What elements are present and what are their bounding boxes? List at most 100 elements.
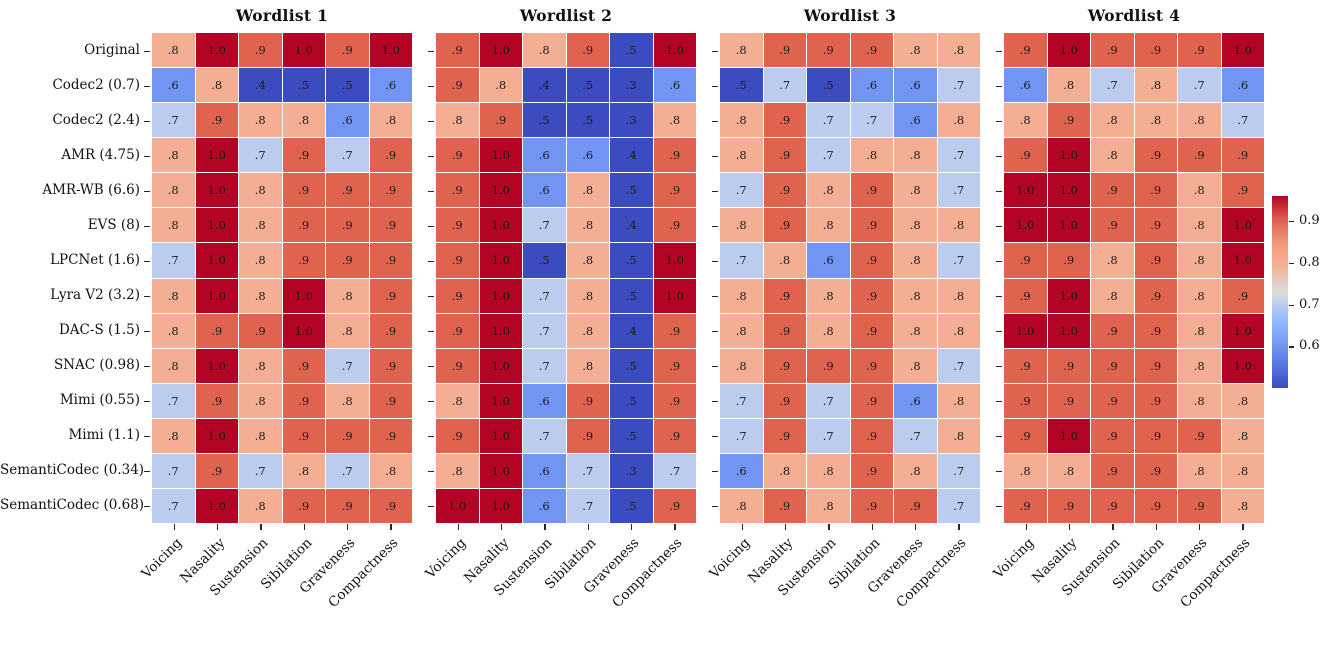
heatmap-cell: .9 bbox=[1091, 383, 1134, 418]
y-tick bbox=[996, 50, 1002, 52]
heatmap-cell: 1.0 bbox=[479, 488, 522, 523]
heatmap-cell: .9 bbox=[1047, 383, 1090, 418]
heatmap-cell: .9 bbox=[369, 208, 412, 243]
x-tick bbox=[1199, 524, 1201, 530]
row-label: SemantiCodec (0.34) bbox=[0, 462, 145, 478]
heatmap-cell: .8 bbox=[894, 453, 937, 488]
y-tick bbox=[428, 330, 434, 332]
heatmap-cell: .9 bbox=[763, 138, 806, 173]
heatmap-cell: .9 bbox=[763, 173, 806, 208]
y-tick bbox=[428, 120, 434, 122]
row-label: AMR (4.75) bbox=[61, 147, 140, 163]
heatmap-cell: .3 bbox=[610, 103, 653, 138]
heatmap-cell: .8 bbox=[850, 138, 893, 173]
heatmap-cell: .8 bbox=[1091, 138, 1134, 173]
heatmap-cell: .9 bbox=[1134, 243, 1177, 278]
heatmap-cell: .7 bbox=[937, 488, 980, 523]
y-tick bbox=[144, 85, 150, 87]
colorbar-tick bbox=[1289, 304, 1294, 306]
colorbar-tick-label: 0.7 bbox=[1299, 296, 1320, 312]
heatmap-cell: .7 bbox=[894, 418, 937, 453]
heatmap-cell: .7 bbox=[807, 103, 850, 138]
heatmap-cell: .9 bbox=[195, 103, 238, 138]
heatmap-cell: .9 bbox=[763, 488, 806, 523]
heatmap-cell: .8 bbox=[1178, 278, 1221, 313]
heatmap-cell: .5 bbox=[610, 33, 653, 68]
heatmap-cell: .8 bbox=[1178, 348, 1221, 383]
heatmap-cell: .9 bbox=[1134, 138, 1177, 173]
heatmap-cell: .7 bbox=[523, 348, 566, 383]
heatmap-cell: .6 bbox=[152, 68, 195, 103]
heatmap-cell: 1.0 bbox=[479, 243, 522, 278]
heatmap-cell: .8 bbox=[1047, 68, 1090, 103]
heatmap-cell: .7 bbox=[152, 243, 195, 278]
heatmap-cell: .9 bbox=[566, 383, 609, 418]
heatmap-cell: .9 bbox=[282, 418, 325, 453]
heatmap-cell: .9 bbox=[850, 173, 893, 208]
heatmap-cell: .6 bbox=[523, 383, 566, 418]
heatmap-cell: .9 bbox=[326, 243, 369, 278]
heatmap-cell: .8 bbox=[937, 208, 980, 243]
heatmap-cell: .8 bbox=[807, 278, 850, 313]
heatmap-cell: .9 bbox=[1134, 278, 1177, 313]
heatmap-cell: .8 bbox=[763, 243, 806, 278]
heatmap-cell: .9 bbox=[326, 488, 369, 523]
y-tick bbox=[996, 435, 1002, 437]
heatmap-cell: 1.0 bbox=[1047, 173, 1090, 208]
heatmap-cell: .5 bbox=[807, 68, 850, 103]
heatmap-cell: .8 bbox=[1178, 173, 1221, 208]
heatmap-cell: .8 bbox=[720, 208, 763, 243]
heatmap-cell: .9 bbox=[1004, 243, 1047, 278]
heatmap-cell: .7 bbox=[937, 348, 980, 383]
heatmap-cell: .9 bbox=[1091, 313, 1134, 348]
heatmap-cell: .8 bbox=[566, 313, 609, 348]
colorbar-tick bbox=[1289, 346, 1294, 348]
panel-title-wordlist-3: Wordlist 3 bbox=[803, 6, 897, 25]
heatmap-cell: .8 bbox=[152, 418, 195, 453]
heatmap-cell: .8 bbox=[894, 348, 937, 383]
heatmap-cell: .8 bbox=[326, 278, 369, 313]
heatmap-cell: 1.0 bbox=[1004, 173, 1047, 208]
y-tick bbox=[428, 50, 434, 52]
heatmap-cell: 1.0 bbox=[479, 453, 522, 488]
y-tick bbox=[144, 120, 150, 122]
heatmap-cell: .5 bbox=[282, 68, 325, 103]
heatmap-cell: 1.0 bbox=[1047, 278, 1090, 313]
heatmap-cell: .8 bbox=[152, 173, 195, 208]
heatmap-cell: .8 bbox=[1004, 103, 1047, 138]
y-tick bbox=[428, 505, 434, 507]
heatmap-cell: .8 bbox=[436, 103, 479, 138]
heatmap-cell: .8 bbox=[763, 453, 806, 488]
heatmap-cell: .8 bbox=[369, 103, 412, 138]
heatmap-cell: .9 bbox=[653, 138, 696, 173]
heatmap-cell: .9 bbox=[1221, 173, 1264, 208]
heatmap-cell: .8 bbox=[566, 278, 609, 313]
heatmap-cell: .9 bbox=[807, 348, 850, 383]
heatmap-cell: .6 bbox=[523, 138, 566, 173]
heatmap-cell: .9 bbox=[763, 33, 806, 68]
heatmap-cell: .9 bbox=[1134, 173, 1177, 208]
y-tick bbox=[996, 225, 1002, 227]
y-tick bbox=[712, 365, 718, 367]
heatmap-cell: .9 bbox=[436, 68, 479, 103]
heatmap-cell: .9 bbox=[326, 173, 369, 208]
heatmap-cell: .6 bbox=[369, 68, 412, 103]
heatmap-cell: .9 bbox=[1178, 138, 1221, 173]
y-tick bbox=[996, 330, 1002, 332]
heatmap-cell: 1.0 bbox=[1221, 313, 1264, 348]
heatmap-cell: .8 bbox=[1047, 453, 1090, 488]
heatmap-cell: .6 bbox=[1221, 68, 1264, 103]
panel-title-wordlist-4: Wordlist 4 bbox=[1087, 6, 1181, 25]
x-tick bbox=[631, 524, 633, 530]
heatmap-cell: .8 bbox=[239, 208, 282, 243]
heatmap-cell: 1.0 bbox=[1047, 208, 1090, 243]
heatmap-cell: .7 bbox=[1221, 103, 1264, 138]
heatmap-cell: .9 bbox=[369, 173, 412, 208]
heatmap-cell: .8 bbox=[653, 103, 696, 138]
y-tick bbox=[712, 470, 718, 472]
y-tick bbox=[996, 295, 1002, 297]
heatmap-cell: 1.0 bbox=[282, 313, 325, 348]
heatmap-cell: 1.0 bbox=[479, 173, 522, 208]
heatmap-cell: .9 bbox=[1004, 418, 1047, 453]
y-tick bbox=[996, 155, 1002, 157]
